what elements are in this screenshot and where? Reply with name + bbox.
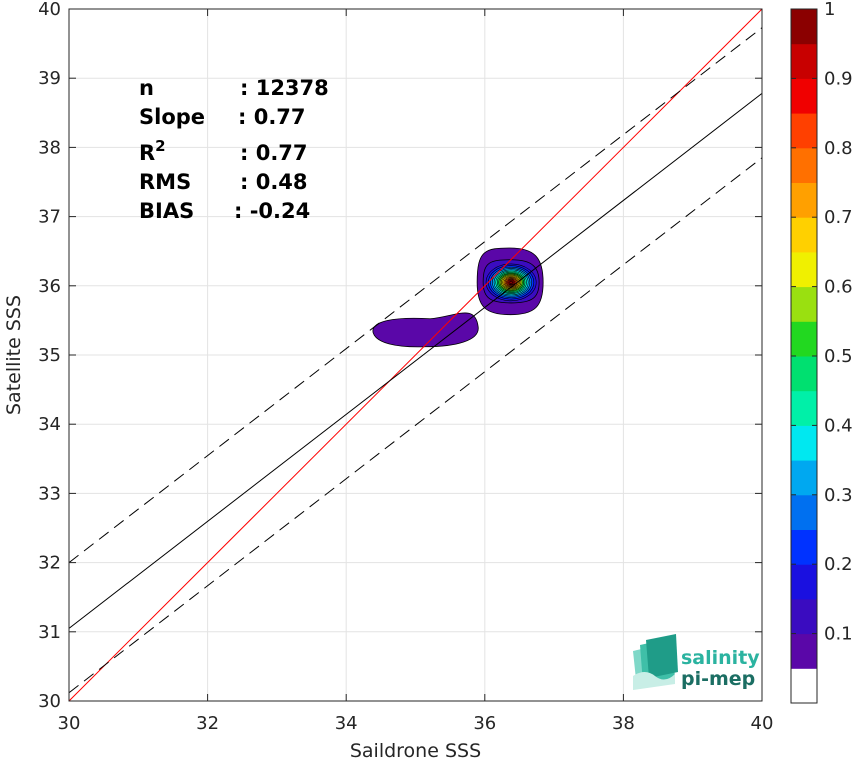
logo: salinity pi-mep bbox=[633, 634, 760, 690]
y-tick-label: 36 bbox=[38, 276, 61, 297]
x-axis-label: Saildrone SSS bbox=[350, 740, 481, 762]
line-regression bbox=[69, 93, 762, 629]
line-lower-bound bbox=[69, 157, 762, 694]
y-tick-label: 34 bbox=[38, 414, 61, 435]
colorbar-segment bbox=[791, 390, 817, 426]
colorbar-segment bbox=[791, 78, 817, 114]
colorbar-tick-label: 0.2 bbox=[824, 554, 853, 575]
y-tick-label: 38 bbox=[38, 137, 61, 158]
x-tick-label: 32 bbox=[196, 713, 219, 734]
stat-label-n: n bbox=[139, 76, 154, 100]
x-tick-label: 30 bbox=[58, 713, 81, 734]
logo-text-pimep: pi-mep bbox=[681, 668, 755, 690]
colorbar-segment bbox=[791, 147, 817, 183]
colorbar-segment bbox=[791, 113, 817, 149]
colorbar-segment bbox=[791, 460, 817, 496]
x-tick-label: 40 bbox=[751, 713, 774, 734]
x-tick-label: 36 bbox=[473, 713, 496, 734]
colorbar-segment bbox=[791, 529, 817, 565]
colorbar-segment bbox=[791, 494, 817, 530]
x-tick-label: 34 bbox=[335, 713, 358, 734]
y-tick-label: 30 bbox=[38, 691, 61, 712]
colorbar-segment bbox=[791, 217, 817, 253]
y-tick-label: 40 bbox=[38, 0, 61, 20]
line-upper-bound bbox=[69, 27, 762, 563]
y-tick-label: 35 bbox=[38, 345, 61, 366]
x-tick-label: 38 bbox=[612, 713, 635, 734]
y-axis-label: Satellite SSS bbox=[3, 295, 25, 415]
logo-mark-icon bbox=[633, 634, 678, 690]
colorbar-tick-label: 0.3 bbox=[824, 485, 853, 506]
y-tick-label: 39 bbox=[38, 68, 61, 89]
colorbar-segment bbox=[791, 182, 817, 218]
colorbar-tick-label: 0.5 bbox=[824, 346, 853, 367]
colorbar-segment bbox=[791, 598, 817, 635]
logo-text-salinity: salinity bbox=[681, 647, 760, 669]
contour-secondary bbox=[372, 312, 479, 348]
y-axis: 30 31 32 33 34 35 36 37 38 39 40 bbox=[38, 0, 762, 712]
stat-value: : 12378 bbox=[240, 76, 329, 100]
colorbar-tick-label: 0.6 bbox=[824, 277, 853, 298]
colorbar-tick-label: 1 bbox=[824, 0, 835, 20]
stat-value: : 0.77 bbox=[240, 141, 308, 165]
stat-sup: 2 bbox=[155, 137, 165, 155]
colorbar-tick-label: 0.8 bbox=[824, 138, 853, 159]
colorbar-segment bbox=[791, 251, 817, 288]
colorbar-segment bbox=[791, 286, 817, 322]
stat-value: : -0.24 bbox=[234, 199, 310, 223]
stat-value: : 0.48 bbox=[240, 170, 308, 194]
colorbar: 0.1 0.2 0.3 0.4 0.5 0.6 0.7 0.8 0.9 1 bbox=[790, 0, 853, 704]
colorbar-tick-label: 0.7 bbox=[824, 207, 853, 228]
colorbar-segment bbox=[791, 9, 817, 45]
colorbar-segment bbox=[791, 43, 817, 79]
colorbar-segment bbox=[791, 425, 817, 461]
y-tick-label: 37 bbox=[38, 207, 61, 228]
grid bbox=[68, 8, 763, 702]
stat-label-rms: RMS bbox=[139, 170, 191, 194]
line-one-to-one bbox=[69, 9, 762, 701]
colorbar-segment bbox=[791, 356, 817, 392]
colorbar-segment bbox=[791, 633, 817, 669]
x-axis: 30 32 34 36 38 40 bbox=[58, 9, 774, 734]
fit-lines bbox=[69, 9, 762, 701]
density-contours bbox=[372, 247, 544, 348]
stat-label-slope: Slope bbox=[139, 105, 205, 129]
y-tick-label: 31 bbox=[38, 622, 61, 643]
y-tick-label: 33 bbox=[38, 483, 61, 504]
y-tick-label: 32 bbox=[38, 553, 61, 574]
colorbar-segment bbox=[791, 668, 817, 704]
stat-value: : 0.77 bbox=[238, 105, 306, 129]
contour-level bbox=[509, 280, 513, 284]
colorbar-tick-label: 0.1 bbox=[824, 624, 853, 645]
colorbar-tick-label: 0.4 bbox=[824, 415, 853, 436]
colorbar-segment bbox=[791, 321, 817, 357]
colorbar-segment bbox=[791, 564, 817, 600]
colorbar-tick-label: 0.9 bbox=[824, 68, 853, 89]
stat-label-bias: BIAS bbox=[139, 199, 194, 223]
